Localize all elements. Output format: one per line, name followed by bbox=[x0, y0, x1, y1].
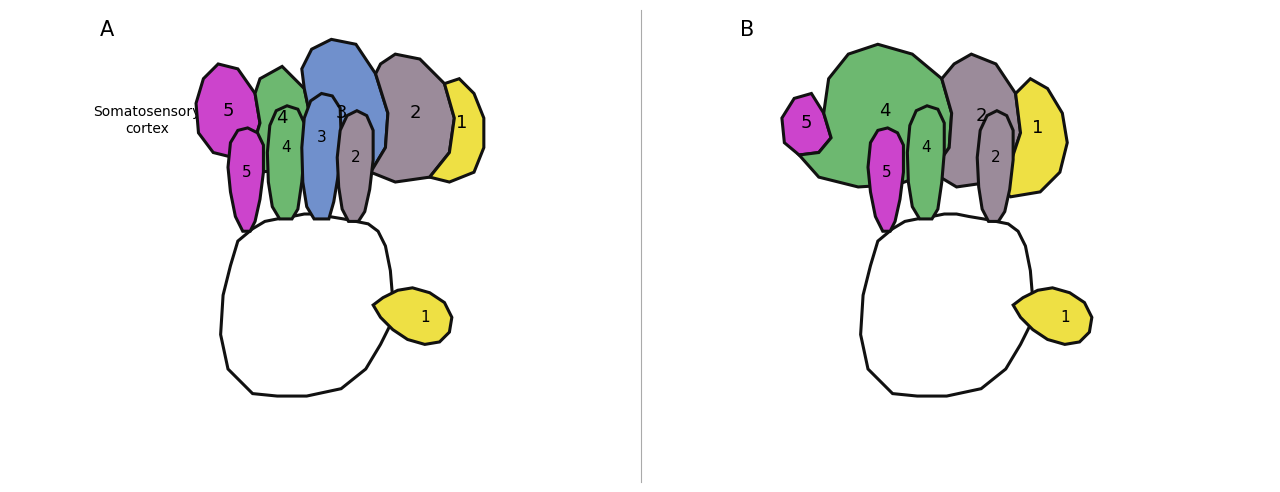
Text: 4: 4 bbox=[282, 140, 291, 155]
Text: 2: 2 bbox=[351, 150, 361, 165]
Polygon shape bbox=[932, 54, 1020, 187]
Text: 1: 1 bbox=[1060, 310, 1070, 325]
Polygon shape bbox=[196, 64, 260, 157]
Polygon shape bbox=[977, 111, 1014, 221]
Text: 5: 5 bbox=[801, 114, 813, 132]
Text: 2: 2 bbox=[410, 104, 421, 122]
Text: 4: 4 bbox=[879, 102, 891, 120]
Polygon shape bbox=[860, 214, 1033, 396]
Text: 2: 2 bbox=[975, 107, 987, 124]
Text: 3: 3 bbox=[316, 130, 326, 145]
Polygon shape bbox=[991, 79, 1068, 197]
Text: A: A bbox=[100, 20, 114, 40]
Text: 5: 5 bbox=[882, 165, 891, 180]
Polygon shape bbox=[268, 106, 305, 219]
Polygon shape bbox=[302, 93, 342, 219]
Polygon shape bbox=[908, 106, 945, 219]
Text: Somatosensory
cortex: Somatosensory cortex bbox=[93, 105, 201, 136]
Polygon shape bbox=[220, 214, 393, 396]
Polygon shape bbox=[371, 54, 454, 182]
Polygon shape bbox=[374, 288, 452, 344]
Polygon shape bbox=[1014, 288, 1092, 344]
Text: 3: 3 bbox=[335, 104, 347, 122]
Text: 5: 5 bbox=[242, 165, 251, 180]
Text: 1: 1 bbox=[1032, 119, 1043, 137]
Text: 2: 2 bbox=[991, 150, 1001, 165]
Text: 4: 4 bbox=[276, 109, 288, 127]
Polygon shape bbox=[782, 93, 831, 155]
Polygon shape bbox=[228, 128, 264, 231]
Polygon shape bbox=[287, 39, 388, 187]
Polygon shape bbox=[337, 111, 374, 221]
Text: B: B bbox=[740, 20, 754, 40]
Text: 5: 5 bbox=[223, 102, 234, 120]
Text: 4: 4 bbox=[922, 140, 931, 155]
Polygon shape bbox=[799, 44, 951, 187]
Polygon shape bbox=[868, 128, 904, 231]
Polygon shape bbox=[233, 66, 311, 172]
Text: 1: 1 bbox=[456, 114, 467, 132]
Text: 1: 1 bbox=[420, 310, 430, 325]
Polygon shape bbox=[430, 79, 484, 182]
